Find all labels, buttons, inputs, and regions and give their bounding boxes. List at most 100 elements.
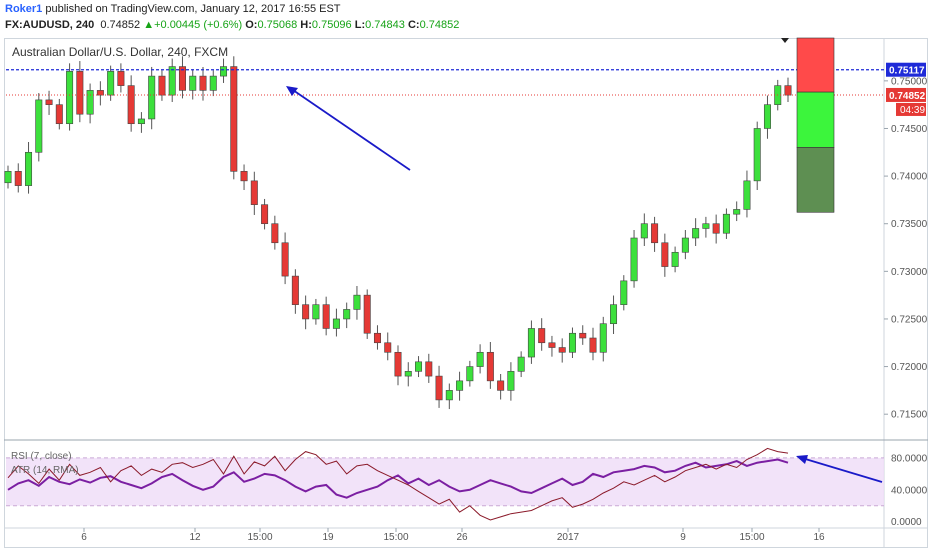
- candle-up: [681, 237, 689, 253]
- candle-down: [497, 380, 505, 391]
- candle-down: [96, 90, 104, 96]
- candle-up: [568, 332, 576, 353]
- candle-up: [517, 356, 525, 372]
- candle-down: [538, 328, 546, 344]
- candle-up: [599, 323, 607, 353]
- candle-down: [158, 75, 166, 96]
- candle-up: [630, 237, 638, 282]
- candle-up: [466, 366, 474, 382]
- candle-down: [261, 204, 269, 225]
- candle-up: [86, 90, 94, 115]
- last-price-label: 0.74852: [889, 91, 926, 102]
- candle-up: [312, 304, 320, 320]
- publish-text: published on TradingView.com, January 12…: [45, 3, 341, 15]
- indicator-tick-label: 0.0000: [891, 517, 922, 528]
- atr-legend-label: ATR (14, RMA): [11, 465, 79, 476]
- candle-up: [332, 318, 340, 329]
- candle-down: [281, 242, 289, 277]
- rsi-legend-label: RSI (7, close): [11, 451, 72, 462]
- rsi-band: [6, 457, 884, 506]
- target-zone-2: [796, 147, 835, 213]
- time-tick-label: 15:00: [739, 532, 764, 543]
- candle-up: [620, 280, 628, 305]
- chart-frame: [4, 38, 928, 548]
- low-label: L:: [354, 19, 366, 31]
- candle-down: [127, 85, 135, 125]
- candle-down: [117, 71, 125, 86]
- indicator-tick-label: 80.0000: [891, 453, 928, 464]
- indicator-arrow-line: [801, 457, 883, 483]
- candle-up: [209, 75, 217, 91]
- price-tick-label: 0.73500: [891, 219, 928, 230]
- indicator-tick-label: 40.0000: [891, 485, 928, 496]
- time-tick-label: 2017: [557, 532, 580, 543]
- candle-up: [610, 304, 618, 325]
- candle-down: [76, 71, 84, 115]
- last-price-tag: [886, 87, 926, 102]
- open-value: 0.75068: [257, 19, 298, 31]
- countdown-label: 04:39: [900, 105, 925, 116]
- candle-up: [25, 151, 33, 186]
- candle-up: [476, 351, 484, 367]
- candle-up: [35, 99, 43, 153]
- time-tick-label: 16: [813, 532, 825, 543]
- low-value: 0.74843: [365, 19, 405, 31]
- publish-info: Roker1 published on TradingView.com, Jan…: [5, 3, 341, 15]
- indicator-arrowhead-icon: [796, 455, 808, 464]
- open-label: O:: [245, 19, 258, 31]
- candle-down: [579, 332, 587, 339]
- candle-up: [671, 251, 679, 267]
- candle-down: [45, 99, 53, 105]
- time-tick-label: 15:00: [383, 532, 408, 543]
- candle-up: [527, 328, 535, 358]
- candle-up: [137, 118, 145, 125]
- price-tick-label: 0.71500: [891, 410, 928, 421]
- candle-down: [271, 223, 279, 244]
- resistance-price-label: 0.75117: [889, 66, 925, 77]
- candle-up: [415, 361, 423, 372]
- candle-down: [558, 347, 566, 353]
- candle-up: [445, 390, 453, 401]
- candle-down: [14, 171, 22, 186]
- high-label: H:: [300, 19, 312, 31]
- candle-down: [363, 294, 371, 334]
- last-price: 0.74852: [100, 19, 141, 31]
- price-change: +0.00445 (+0.6%): [154, 19, 243, 31]
- candle-up: [353, 294, 361, 310]
- candle-up: [702, 223, 710, 229]
- candle-down: [302, 304, 310, 320]
- change-arrow-icon: ▲: [143, 19, 155, 31]
- candle-down: [435, 375, 443, 401]
- price-tick-label: 0.72500: [891, 314, 928, 325]
- candle-up: [66, 71, 74, 125]
- price-tick-label: 0.74500: [891, 124, 928, 135]
- price-tick-label: 0.73000: [891, 267, 928, 278]
- candle-down: [291, 275, 299, 305]
- author-link[interactable]: Roker1: [5, 3, 43, 15]
- target-zone-1: [796, 91, 835, 148]
- candle-down: [661, 242, 669, 267]
- candle-down: [240, 171, 248, 182]
- candle-down: [784, 85, 792, 96]
- time-tick-label: 15:00: [247, 532, 272, 543]
- candle-up: [189, 75, 197, 91]
- candle-up: [763, 104, 771, 129]
- candle-up: [220, 66, 228, 77]
- candle-up: [692, 228, 700, 239]
- symbol-name[interactable]: FX:AUDUSD, 240: [5, 19, 95, 31]
- candle-up: [640, 223, 648, 239]
- candle-up: [148, 75, 156, 120]
- candle-down: [230, 66, 238, 172]
- candle-up: [107, 71, 115, 96]
- close-label: C:: [407, 19, 420, 31]
- candle-up: [743, 180, 751, 210]
- candle-up: [343, 309, 351, 320]
- price-tick-label: 0.72000: [891, 362, 928, 373]
- time-tick-label: 12: [189, 532, 201, 543]
- rsi-line: [7, 447, 789, 521]
- candle-down: [548, 342, 556, 348]
- candle-up: [507, 371, 515, 391]
- candle-down: [199, 75, 207, 91]
- close-value: 0.74852: [419, 19, 460, 31]
